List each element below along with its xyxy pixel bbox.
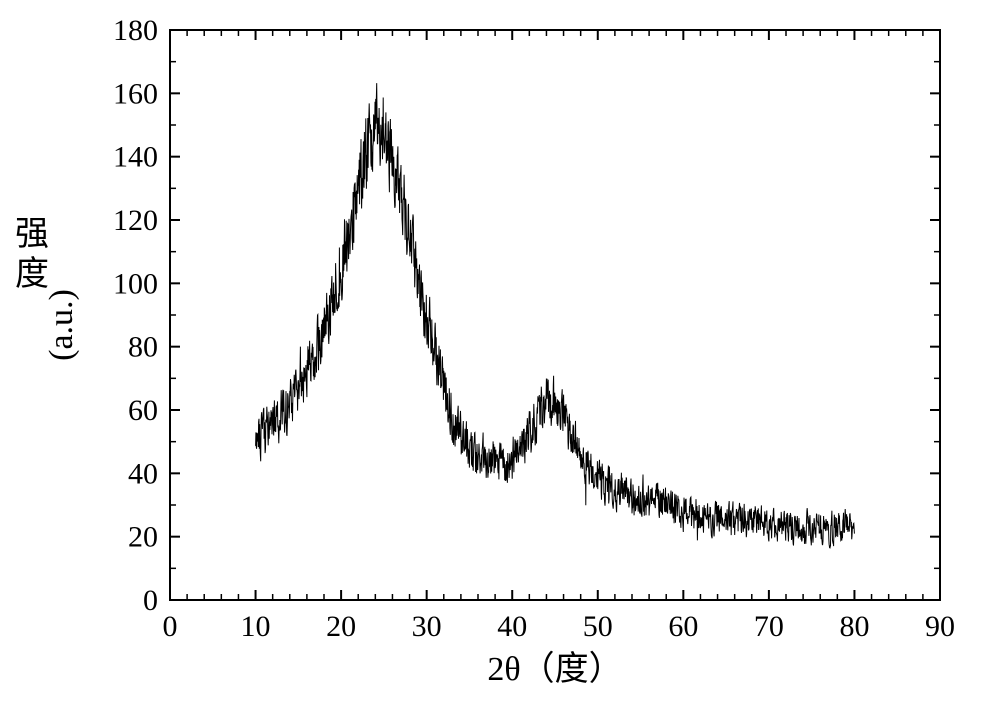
y-tick-label: 100 [113,267,158,300]
x-tick-label: 0 [163,610,178,643]
xrd-intensity-trace [256,83,855,547]
svg-text:(a.u.): (a.u.) [43,289,80,361]
x-tick-label: 60 [668,610,698,643]
x-axis-title: 2θ（度） [487,650,622,688]
y-tick-label: 140 [113,141,158,174]
xrd-chart: 0 10 20 30 40 50 60 70 80 90 0 20 40 60 80 100 120 140 160… [0,0,1000,723]
y-tick-label: 160 [113,77,158,110]
x-tick-label: 40 [497,610,527,643]
x-tick-label: 50 [583,610,613,643]
y-tick-label: 20 [128,521,158,554]
x-tick-label: 30 [412,610,442,643]
y-tick-label: 40 [128,457,158,490]
y-tick-label: 0 [143,584,158,617]
y-tick-label: 180 [113,14,158,47]
svg-text:强: 强 [15,216,49,253]
x-tick-label: 80 [839,610,869,643]
y-tick-label: 60 [128,394,158,427]
x-tick-label: 10 [241,610,271,643]
y-axis-title: 强度(a.u.) [15,216,80,361]
x-tick-label: 70 [754,610,784,643]
y-tick-label: 80 [128,331,158,364]
svg-text:度: 度 [15,255,49,293]
x-tick-label: 20 [326,610,356,643]
y-tick-label: 120 [113,204,158,237]
x-tick-label: 90 [925,610,955,643]
